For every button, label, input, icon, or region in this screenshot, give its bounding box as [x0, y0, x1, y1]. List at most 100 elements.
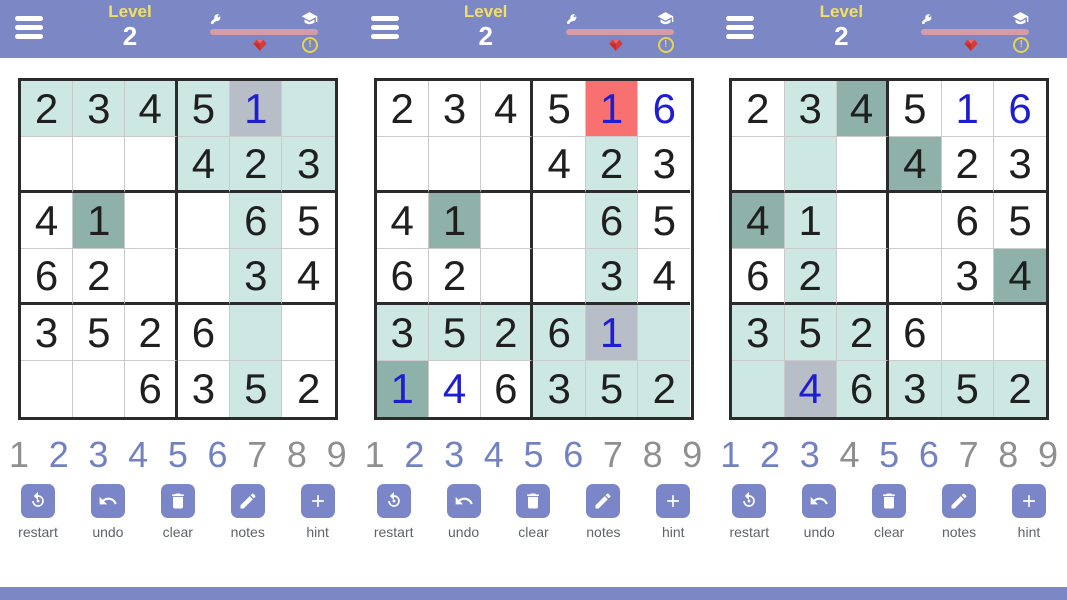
grid-cell[interactable]: [481, 137, 534, 193]
grid-cell[interactable]: 2: [784, 249, 837, 305]
grid-cell[interactable]: 6: [638, 81, 691, 137]
grid-cell[interactable]: [638, 305, 691, 361]
grid-cell[interactable]: 6: [125, 361, 178, 417]
numpad-digit-7[interactable]: 7: [958, 434, 979, 475]
numpad-digit-9[interactable]: 9: [682, 434, 703, 475]
restart-button[interactable]: restart: [10, 484, 66, 540]
grid-cell[interactable]: 4: [993, 249, 1047, 305]
numpad-digit-1[interactable]: 1: [720, 434, 741, 475]
grid-cell[interactable]: 6: [889, 305, 942, 361]
grid-cell[interactable]: 6: [993, 81, 1047, 137]
numpad-digit-5[interactable]: 5: [167, 434, 188, 475]
numpad-digit-9[interactable]: 9: [326, 434, 347, 475]
menu-icon[interactable]: [370, 16, 399, 43]
grid-cell[interactable]: 1: [428, 193, 482, 249]
grid-cell[interactable]: 2: [732, 81, 785, 137]
grid-cell[interactable]: 3: [784, 81, 837, 137]
grid-cell[interactable]: [376, 137, 429, 193]
alert-circle-icon[interactable]: !: [302, 37, 318, 53]
grid-cell[interactable]: 5: [993, 193, 1047, 249]
grid-cell[interactable]: 3: [20, 305, 74, 361]
numpad-digit-8[interactable]: 8: [286, 434, 307, 475]
grid-cell[interactable]: [73, 361, 126, 417]
grid-cell[interactable]: 1: [376, 361, 429, 417]
undo-button[interactable]: undo: [436, 484, 492, 540]
clear-button[interactable]: clear: [150, 484, 206, 540]
notes-button[interactable]: notes: [575, 484, 631, 540]
grid-cell[interactable]: 4: [125, 81, 178, 137]
grid-cell[interactable]: 4: [533, 137, 586, 193]
grid-cell[interactable]: 4: [20, 193, 74, 249]
grid-cell[interactable]: 6: [533, 305, 586, 361]
numpad-digit-6[interactable]: 6: [207, 434, 228, 475]
grid-cell[interactable]: [732, 361, 785, 417]
numpad-digit-7[interactable]: 7: [602, 434, 623, 475]
grid-cell[interactable]: 6: [481, 361, 534, 417]
grid-cell[interactable]: [941, 305, 994, 361]
grid-cell[interactable]: 3: [941, 249, 994, 305]
numpad-digit-8[interactable]: 8: [998, 434, 1019, 475]
grid-cell[interactable]: 5: [282, 193, 335, 249]
grid-cell[interactable]: 4: [376, 193, 429, 249]
grid-cell[interactable]: 6: [585, 193, 639, 249]
undo-button[interactable]: undo: [80, 484, 136, 540]
grid-cell[interactable]: [533, 249, 586, 305]
grid-cell[interactable]: 4: [732, 193, 785, 249]
grid-cell[interactable]: 2: [125, 305, 178, 361]
menu-icon[interactable]: [15, 16, 43, 43]
grid-cell[interactable]: 4: [481, 81, 534, 137]
restart-button[interactable]: restart: [721, 484, 777, 540]
grid-cell[interactable]: 4: [638, 249, 691, 305]
numpad-digit-3[interactable]: 3: [88, 434, 109, 475]
grid-cell[interactable]: [993, 305, 1047, 361]
numpad-digit-1[interactable]: 1: [9, 434, 30, 475]
grid-cell[interactable]: 3: [73, 81, 126, 137]
grid-cell[interactable]: [836, 137, 890, 193]
grid-cell[interactable]: [784, 137, 837, 193]
grid-cell[interactable]: 6: [20, 249, 74, 305]
grid-cell[interactable]: 6: [230, 193, 283, 249]
numpad-digit-3[interactable]: 3: [444, 434, 465, 475]
grid-cell[interactable]: [21, 361, 74, 417]
grid-cell[interactable]: 2: [296, 365, 321, 412]
grid-cell[interactable]: 5: [784, 305, 837, 361]
grid-cell[interactable]: 3: [178, 361, 231, 417]
clear-button[interactable]: clear: [861, 484, 917, 540]
grid-cell[interactable]: 2: [836, 305, 890, 361]
numpad-digit-9[interactable]: 9: [1037, 434, 1058, 475]
numpad-digit-5[interactable]: 5: [523, 434, 544, 475]
undo-button[interactable]: undo: [791, 484, 847, 540]
numpad-digit-3[interactable]: 3: [799, 434, 820, 475]
grid-cell[interactable]: [836, 249, 890, 305]
grid-cell[interactable]: 5: [73, 305, 126, 361]
grid-cell[interactable]: 6: [941, 193, 994, 249]
grid-cell[interactable]: 4: [429, 361, 482, 417]
grid-cell[interactable]: [282, 81, 335, 137]
grid-cell[interactable]: 3: [889, 361, 942, 417]
grid-cell[interactable]: [428, 137, 482, 193]
grid-cell[interactable]: 1: [941, 81, 994, 137]
numpad-digit-4[interactable]: 4: [483, 434, 504, 475]
grid-cell[interactable]: 5: [428, 305, 482, 361]
grid-cell[interactable]: 6: [836, 361, 890, 417]
grid-cell[interactable]: 3: [533, 361, 586, 417]
notes-button[interactable]: notes: [220, 484, 276, 540]
grid-cell[interactable]: 6: [177, 305, 231, 361]
grid-cell[interactable]: 5: [638, 193, 691, 249]
numpad-digit-2[interactable]: 2: [404, 434, 425, 475]
numpad-digit-8[interactable]: 8: [642, 434, 663, 475]
grid-cell[interactable]: 3: [732, 305, 785, 361]
numpad-digit-2[interactable]: 2: [760, 434, 781, 475]
grid-cell[interactable]: [125, 193, 178, 249]
grid-cell[interactable]: 3: [230, 249, 283, 305]
grid-cell[interactable]: 2: [376, 81, 429, 137]
grid-cell[interactable]: [125, 249, 178, 305]
grid-cell[interactable]: [230, 305, 283, 361]
grid-cell[interactable]: [481, 193, 534, 249]
grid-cell[interactable]: [73, 137, 126, 193]
menu-icon[interactable]: [726, 16, 755, 43]
grid-cell[interactable]: [282, 305, 335, 361]
grid-cell[interactable]: 1: [585, 305, 639, 361]
grid-cell[interactable]: 1: [585, 81, 639, 137]
grid-cell[interactable]: 3: [585, 249, 639, 305]
